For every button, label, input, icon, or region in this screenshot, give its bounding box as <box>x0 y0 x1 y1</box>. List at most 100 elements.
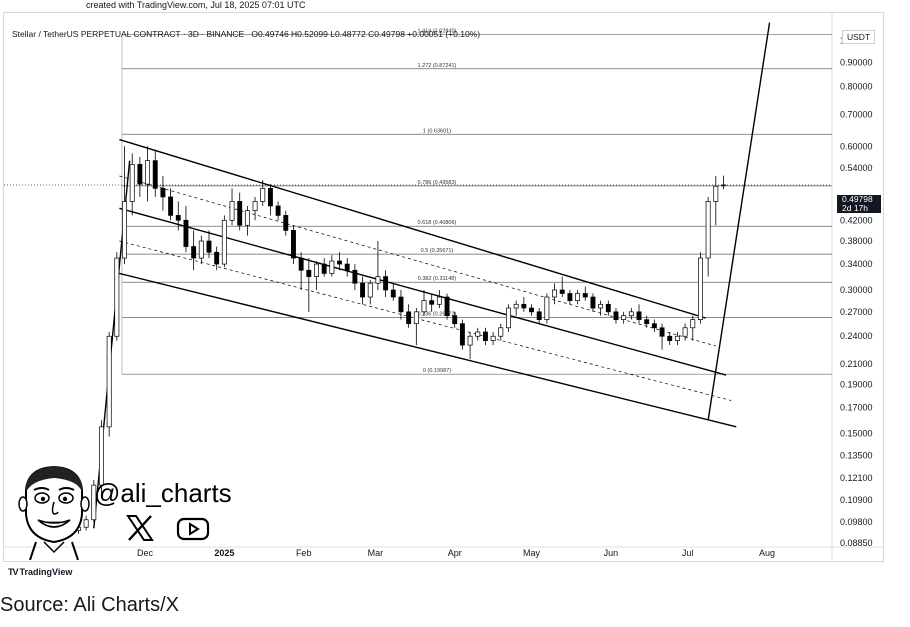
fib-level-label: 1.272 (0.87241) <box>418 63 457 69</box>
candle-body <box>137 164 143 185</box>
x-tick-label: Apr <box>448 548 462 558</box>
candle-body <box>175 215 181 221</box>
candle-body <box>344 263 350 271</box>
tradingview-logo[interactable]: TV TradingView <box>8 567 72 577</box>
candle-body <box>575 293 581 301</box>
cartoon-avatar-icon <box>18 465 90 560</box>
candle-body <box>337 260 342 265</box>
candle-body <box>352 269 358 284</box>
y-tick-label: 0.10900 <box>840 495 873 505</box>
youtube-icon <box>176 517 210 541</box>
candle-body <box>498 327 504 337</box>
tradingview-logo-text: TradingView <box>19 567 73 577</box>
candle-body <box>482 331 488 341</box>
candle-body <box>298 257 304 271</box>
candle-body <box>713 185 719 202</box>
candle-body <box>529 307 534 313</box>
y-tick-label: 0.80000 <box>840 82 873 92</box>
created-caption: created with TradingView.com, Jul 18, 20… <box>86 0 306 10</box>
candle-body <box>145 160 151 185</box>
fib-level-label: 1.414 (1.02840) <box>418 29 457 35</box>
fib-level-label: 0.618 (0.40806) <box>418 220 457 226</box>
candle-body <box>367 282 373 298</box>
candle-body <box>99 426 104 486</box>
candle-body <box>275 205 281 216</box>
candle-body <box>544 296 550 321</box>
candle-body <box>659 327 665 337</box>
candle-body <box>490 335 496 341</box>
candle-body <box>513 303 519 309</box>
y-tick-label: 0.34000 <box>840 259 873 269</box>
fib-level-label: 1 (0.63601) <box>423 128 451 134</box>
candle-body <box>383 276 389 291</box>
candle-body <box>314 263 319 277</box>
candle-body <box>260 187 266 202</box>
y-tick-label: 0.54000 <box>840 163 873 173</box>
source-caption: Source: Ali Charts/X <box>0 594 179 616</box>
current-price-badge: 0.49798 2d 17h <box>837 195 881 213</box>
candle-body <box>168 196 174 216</box>
watermark-handle: @ali_charts <box>94 478 232 508</box>
candle-body <box>536 311 542 321</box>
x-tick-label: Jun <box>604 548 619 558</box>
y-tick-label: 0.42000 <box>840 215 873 225</box>
candle-body <box>198 240 204 259</box>
candle-body <box>360 282 366 298</box>
channel-line <box>119 207 727 376</box>
candle-body <box>306 269 312 277</box>
candle-body <box>214 251 220 265</box>
y-tick-label: 0.30000 <box>840 285 873 295</box>
chart-frame[interactable]: 1.000000.900000.800000.700000.600000.540… <box>3 12 884 562</box>
candle-body <box>674 335 680 341</box>
bar-countdown-label: 2d 17h <box>842 203 868 213</box>
candle-body <box>237 201 243 226</box>
chart-plot[interactable]: 1.000000.900000.800000.700000.600000.540… <box>4 13 883 561</box>
candle-body <box>429 300 435 305</box>
candle-body <box>321 263 327 274</box>
candle-body <box>590 296 596 309</box>
candle-body <box>413 311 419 325</box>
candle-body <box>221 219 227 265</box>
y-tick-label: 0.27000 <box>840 307 873 317</box>
ohlc-readout: O0.49746 H0.52099 L0.48772 C0.49798 +0.0… <box>251 29 481 39</box>
candle-body <box>613 311 619 321</box>
fib-level-label: 0.786 (0.49583) <box>418 180 457 186</box>
y-tick-label: 0.09800 <box>840 517 873 527</box>
y-tick-label: 0.12100 <box>840 473 873 483</box>
fib-level-label: 0.5 (0.35671) <box>421 248 454 254</box>
candle-body <box>114 257 120 337</box>
candle-body <box>244 210 250 226</box>
candle-body <box>129 164 135 202</box>
candle-body <box>690 319 696 329</box>
currency-button[interactable]: USDT <box>842 30 876 44</box>
candle-body <box>421 300 427 313</box>
fib-level-label: 0 (0.19987) <box>423 368 451 374</box>
candle-body <box>329 260 335 274</box>
candle-body <box>106 335 112 428</box>
candle-body <box>644 319 650 325</box>
trend-line <box>707 22 771 421</box>
candle-body <box>390 289 396 298</box>
y-tick-label: 0.70000 <box>840 109 873 119</box>
candle-body <box>567 293 573 301</box>
candle-body <box>552 289 557 298</box>
symbol-title: Stellar / TetherUS PERPETUAL CONTRACT · … <box>12 29 245 39</box>
candle-body <box>598 303 604 309</box>
x-tick-label: Feb <box>296 548 312 558</box>
y-tick-label: 0.24000 <box>840 331 873 341</box>
candle-body <box>283 215 289 231</box>
candle-body <box>559 289 565 294</box>
y-tick-label: 0.38000 <box>840 236 873 246</box>
channel-line <box>119 138 706 319</box>
candle-body <box>467 335 473 346</box>
candle-body <box>636 311 642 321</box>
candle-body <box>682 327 688 337</box>
y-tick-label: 0.15000 <box>840 429 873 439</box>
candle-body <box>621 315 627 321</box>
candle-body <box>459 323 465 346</box>
candle-body <box>651 323 657 329</box>
tradingview-mark-icon: TV <box>8 567 18 577</box>
candle-body <box>206 240 212 253</box>
candle-body <box>406 311 412 325</box>
x-logo-icon <box>126 515 154 541</box>
